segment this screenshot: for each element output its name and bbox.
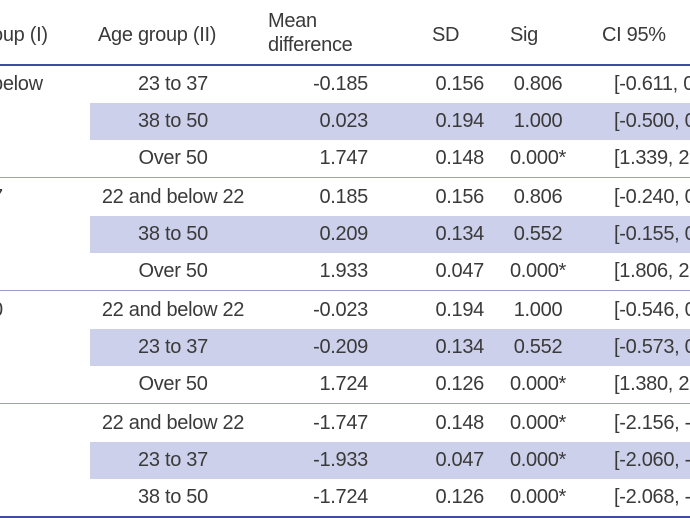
cell-mean-difference: 1.724 bbox=[319, 373, 368, 395]
table-row: 23 to 37 -0.209 0.134 0.552 [-0.573, 0 bbox=[0, 329, 690, 366]
table-row: 38 to 50 0.023 0.194 1.000 [-0.500, 0 bbox=[0, 103, 690, 140]
cell-ci: [1.339, 2 bbox=[614, 147, 690, 169]
header-mean-difference-line1: Mean bbox=[268, 10, 317, 32]
table-row: Over 50 1.747 0.148 0.000* [1.339, 2 bbox=[0, 140, 690, 177]
cell-sd: 0.194 bbox=[435, 299, 484, 321]
table-row: 23 to 37 -1.933 0.047 0.000* [-2.060, - bbox=[0, 442, 690, 479]
cell-age-group-ii: Over 50 bbox=[138, 147, 208, 169]
cell-age-group-ii: Over 50 bbox=[138, 373, 208, 395]
header-sig: Sig bbox=[510, 24, 539, 46]
cell-mean-difference: 0.209 bbox=[319, 223, 368, 245]
cell-age-group-ii: 22 and below 22 bbox=[101, 186, 245, 208]
row-indent bbox=[0, 103, 90, 140]
group-rule bbox=[0, 403, 690, 404]
cell-age-group-ii: 22 and below 22 bbox=[101, 412, 245, 434]
cell-ci: [-0.240, 0 bbox=[614, 186, 690, 208]
cell-mean-difference: -1.933 bbox=[313, 449, 368, 471]
cell-age-group-ii: 38 to 50 bbox=[138, 486, 208, 508]
cell-ci: [-0.546, 0 bbox=[614, 299, 690, 321]
cell-sd: 0.134 bbox=[435, 336, 484, 358]
cell-mean-difference: -0.023 bbox=[313, 299, 368, 321]
cell-age-group-ii: 38 to 50 bbox=[138, 223, 208, 245]
table-row: 7 22 and below 22 0.185 0.156 0.806 [-0.240, … bbox=[0, 179, 690, 216]
cell-sd: 0.156 bbox=[435, 73, 484, 95]
cell-mean-difference: -1.747 bbox=[313, 412, 368, 434]
cell-sig: 0.552 bbox=[513, 223, 563, 245]
cell-age-group-ii: Over 50 bbox=[138, 260, 208, 282]
cell-age-group-ii: 38 to 50 bbox=[138, 110, 208, 132]
cell-sd: 0.047 bbox=[435, 449, 484, 471]
cell-ci: [-2.156, - bbox=[614, 412, 690, 434]
cell-sig: 1.000 bbox=[513, 110, 563, 132]
group-rule bbox=[0, 177, 690, 178]
cell-mean-difference: 1.933 bbox=[319, 260, 368, 282]
cell-sd: 0.126 bbox=[435, 373, 484, 395]
cell-ci: [-0.155, 0 bbox=[614, 223, 690, 245]
cell-age-group-ii: 23 to 37 bbox=[138, 73, 208, 95]
table-row: below 23 to 37 -0.185 0.156 0.806 [-0.611, 0 bbox=[0, 66, 690, 103]
header-ci: CI 95% bbox=[602, 24, 666, 46]
cell-sig: 1.000 bbox=[513, 299, 563, 321]
cell-ci: [-0.500, 0 bbox=[614, 110, 690, 132]
cell-ci: [1.806, 2 bbox=[614, 260, 690, 282]
cell-sd: 0.148 bbox=[435, 412, 484, 434]
table-row: 38 to 50 -1.724 0.126 0.000* [-2.068, - bbox=[0, 479, 690, 516]
cell-age-group-ii: 23 to 37 bbox=[138, 336, 208, 358]
cell-ci: [-0.573, 0 bbox=[614, 336, 690, 358]
cell-sig: 0.000* bbox=[509, 412, 567, 434]
table-row: 22 and below 22 -1.747 0.148 0.000* [-2.156,… bbox=[0, 405, 690, 442]
group-rule bbox=[0, 516, 690, 518]
header-sd: SD bbox=[432, 24, 460, 46]
table-row: Over 50 1.933 0.047 0.000* [1.806, 2 bbox=[0, 253, 690, 290]
cell-sd: 0.148 bbox=[435, 147, 484, 169]
cell-sig: 0.000* bbox=[509, 449, 567, 471]
cell-age-group-ii: 22 and below 22 bbox=[101, 299, 245, 321]
cell-ci: [-2.060, - bbox=[614, 449, 690, 471]
cell-sd: 0.047 bbox=[435, 260, 484, 282]
cell-sig: 0.000* bbox=[509, 373, 567, 395]
header-age-group-i: oup (I) bbox=[0, 24, 48, 46]
cell-sd: 0.156 bbox=[435, 186, 484, 208]
cell-age-group-i: 7 bbox=[0, 179, 3, 216]
row-indent bbox=[0, 216, 90, 253]
cell-age-group-i: 0 bbox=[0, 292, 3, 329]
cell-sd: 0.194 bbox=[435, 110, 484, 132]
cell-mean-difference: 0.185 bbox=[319, 186, 368, 208]
cell-sig: 0.806 bbox=[513, 73, 563, 95]
cell-sig: 0.806 bbox=[513, 186, 563, 208]
cell-sig: 0.552 bbox=[513, 336, 563, 358]
cell-ci: [1.380, 2 bbox=[614, 373, 690, 395]
cell-mean-difference: 1.747 bbox=[319, 147, 368, 169]
cell-sig: 0.000* bbox=[509, 486, 567, 508]
row-indent bbox=[0, 329, 90, 366]
cell-sig: 0.000* bbox=[509, 147, 567, 169]
cell-mean-difference: -0.185 bbox=[313, 73, 368, 95]
cell-sig: 0.000* bbox=[509, 260, 567, 282]
cell-mean-difference: 0.023 bbox=[319, 110, 368, 132]
cell-ci: [-2.068, - bbox=[614, 486, 690, 508]
cell-mean-difference: -1.724 bbox=[313, 486, 368, 508]
header-rule bbox=[0, 64, 690, 66]
header-mean-difference-line2: difference bbox=[268, 34, 353, 56]
header-age-group-ii: Age group (II) bbox=[98, 24, 217, 46]
cell-mean-difference: -0.209 bbox=[313, 336, 368, 358]
cell-ci: [-0.611, 0 bbox=[614, 73, 690, 95]
table-row: Over 50 1.724 0.126 0.000* [1.380, 2 bbox=[0, 366, 690, 403]
group-rule bbox=[0, 290, 690, 291]
cell-sd: 0.126 bbox=[435, 486, 484, 508]
cell-sd: 0.134 bbox=[435, 223, 484, 245]
table-row: 38 to 50 0.209 0.134 0.552 [-0.155, 0 bbox=[0, 216, 690, 253]
cell-age-group-ii: 23 to 37 bbox=[138, 449, 208, 471]
header-mean-difference: Mean difference bbox=[268, 9, 353, 57]
row-indent bbox=[0, 442, 90, 479]
cell-age-group-i: below bbox=[0, 73, 43, 95]
table-row: 0 22 and below 22 -0.023 0.194 1.000 [-0.546,… bbox=[0, 292, 690, 329]
